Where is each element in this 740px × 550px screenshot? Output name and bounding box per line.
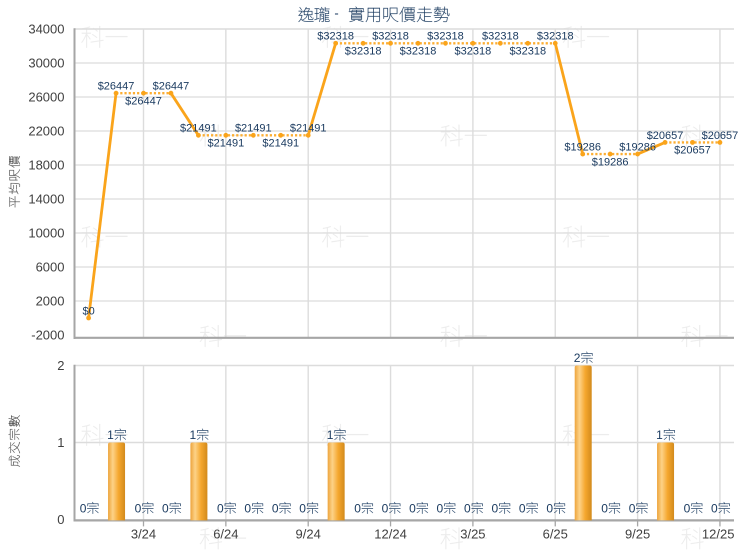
- svg-text:0: 0: [464, 501, 471, 515]
- svg-text:0: 0: [437, 501, 444, 515]
- svg-text:0: 0: [711, 501, 718, 515]
- svg-text:0: 0: [629, 501, 636, 515]
- svg-text:1: 1: [190, 428, 197, 442]
- svg-text:$32318: $32318: [400, 46, 437, 58]
- svg-text:$32318: $32318: [372, 31, 409, 43]
- svg-text:$26447: $26447: [153, 81, 190, 93]
- svg-text:0: 0: [354, 501, 361, 515]
- svg-text:$32318: $32318: [482, 31, 519, 43]
- svg-text:2000: 2000: [36, 294, 65, 309]
- svg-text:0: 0: [80, 501, 87, 515]
- svg-text:0: 0: [684, 501, 691, 515]
- svg-text:0: 0: [135, 501, 142, 515]
- svg-text:$21491: $21491: [235, 123, 272, 135]
- svg-text:0: 0: [409, 501, 416, 515]
- svg-text:1: 1: [327, 428, 334, 442]
- svg-text:$32318: $32318: [427, 31, 464, 43]
- svg-text:6000: 6000: [36, 260, 65, 275]
- svg-text:$0: $0: [82, 305, 94, 317]
- svg-text:9/25: 9/25: [625, 527, 650, 542]
- svg-text:0: 0: [244, 501, 251, 515]
- svg-text:0: 0: [217, 501, 224, 515]
- svg-text:34000: 34000: [28, 22, 64, 37]
- svg-text:9/24: 9/24: [296, 527, 321, 542]
- svg-text:-: -: [334, 6, 338, 21]
- svg-text:$26447: $26447: [98, 81, 135, 93]
- svg-text:22000: 22000: [28, 124, 64, 139]
- svg-text:30000: 30000: [28, 56, 64, 71]
- svg-text:1: 1: [57, 435, 64, 450]
- svg-text:$19286: $19286: [619, 141, 656, 153]
- svg-text:3/24: 3/24: [131, 527, 156, 542]
- svg-text:$19286: $19286: [592, 156, 629, 168]
- svg-text:$19286: $19286: [564, 141, 601, 153]
- svg-text:0: 0: [519, 501, 526, 515]
- svg-text:1: 1: [656, 428, 663, 442]
- svg-text:18000: 18000: [28, 158, 64, 173]
- svg-text:0: 0: [162, 501, 169, 515]
- svg-text:0: 0: [491, 501, 498, 515]
- svg-text:-2000: -2000: [31, 328, 64, 343]
- svg-text:$20657: $20657: [674, 145, 711, 157]
- svg-text:$32318: $32318: [455, 46, 492, 58]
- svg-text:6/25: 6/25: [543, 527, 568, 542]
- svg-text:12/25: 12/25: [702, 527, 735, 542]
- svg-text:$32318: $32318: [509, 46, 546, 58]
- svg-text:10000: 10000: [28, 226, 64, 241]
- svg-text:26000: 26000: [28, 90, 64, 105]
- svg-text:0: 0: [57, 512, 64, 527]
- svg-text:$26447: $26447: [125, 95, 162, 107]
- svg-text:2: 2: [57, 358, 64, 373]
- svg-text:$20657: $20657: [647, 130, 684, 142]
- svg-text:0: 0: [382, 501, 389, 515]
- svg-text:1: 1: [107, 428, 114, 442]
- svg-text:0: 0: [272, 501, 279, 515]
- svg-text:0: 0: [299, 501, 306, 515]
- svg-text:$32318: $32318: [345, 46, 382, 58]
- svg-text:$21491: $21491: [207, 138, 244, 150]
- svg-text:14000: 14000: [28, 192, 64, 207]
- svg-text:$32318: $32318: [317, 31, 354, 43]
- svg-text:3/25: 3/25: [460, 527, 485, 542]
- svg-text:12/24: 12/24: [374, 527, 407, 542]
- svg-text:$32318: $32318: [537, 31, 574, 43]
- svg-text:$20657: $20657: [702, 130, 739, 142]
- svg-text:0: 0: [546, 501, 553, 515]
- svg-text:2: 2: [574, 351, 581, 365]
- svg-text:6/24: 6/24: [213, 527, 238, 542]
- svg-text:0: 0: [601, 501, 608, 515]
- svg-text:$21491: $21491: [180, 123, 217, 135]
- svg-text:$21491: $21491: [262, 138, 299, 150]
- svg-text:$21491: $21491: [290, 123, 327, 135]
